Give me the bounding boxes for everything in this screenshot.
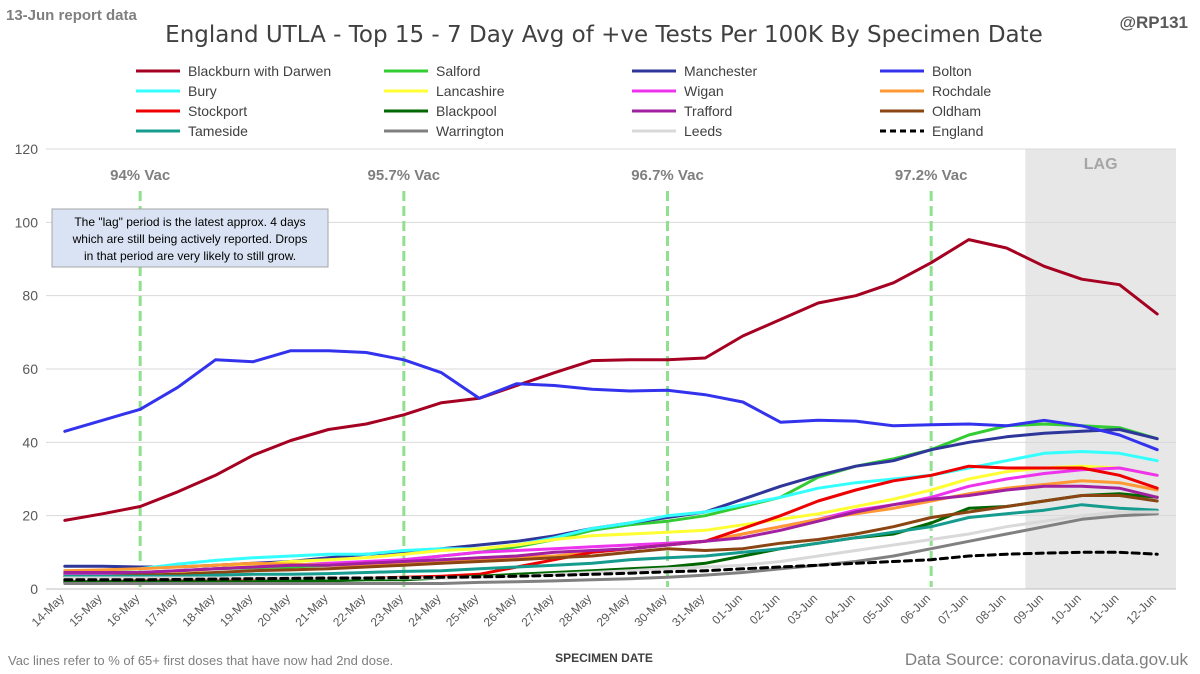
lag-note-line-2: which are still being actively reported.… xyxy=(72,232,308,246)
lag-note-line-1: The "lag" period is the latest approx. 4… xyxy=(74,215,305,229)
y-tick-label: 60 xyxy=(22,361,38,377)
vac-line-label: 95.7% Vac xyxy=(368,167,441,184)
legend-label: Bolton xyxy=(932,63,972,79)
legend-label: Rochdale xyxy=(932,83,991,99)
legend-label: Stockport xyxy=(188,103,247,119)
legend-label: Blackpool xyxy=(436,103,497,119)
vac-line-label: 97.2% Vac xyxy=(895,167,968,184)
series-line xyxy=(63,494,1159,578)
chart-legend: Blackburn with Darwen Salford Manchester Bo… xyxy=(136,63,991,139)
legend-label: Wigan xyxy=(684,83,724,99)
y-axis-ticks: 0 20 40 60 80 100 120 xyxy=(15,141,39,597)
chart-title: England UTLA - Top 15 - 7 Day Avg of +ve… xyxy=(165,22,1043,48)
legend-label: Leeds xyxy=(684,123,722,139)
legend-label: Lancashire xyxy=(436,83,505,99)
legend-label: Manchester xyxy=(684,63,757,79)
legend-label: Blackburn with Darwen xyxy=(188,63,331,79)
vac-footnote: Vac lines refer to % of 65+ first doses … xyxy=(8,653,393,668)
series-line xyxy=(63,492,1159,584)
series-line xyxy=(63,550,1159,582)
legend-label: Tameside xyxy=(188,123,248,139)
y-tick-label: 100 xyxy=(15,214,39,230)
legend-label: Warrington xyxy=(436,123,504,139)
legend-label: Bury xyxy=(188,83,217,99)
series-line xyxy=(63,503,1159,578)
legend-label: Trafford xyxy=(684,103,732,119)
legend-label: Salford xyxy=(436,63,480,79)
vac-line-label: 96.7% Vac xyxy=(631,167,704,184)
y-tick-label: 120 xyxy=(15,141,39,157)
series-line xyxy=(63,349,1159,452)
y-tick-label: 80 xyxy=(22,288,38,304)
report-date-label: 13-Jun report data xyxy=(6,7,138,24)
data-source: Data Source: coronavirus.data.gov.uk xyxy=(905,650,1189,669)
lag-note-background xyxy=(51,208,329,268)
x-axis-title: SPECIMEN DATE xyxy=(555,651,653,665)
lag-note-box: The "lag" period is the latest approx. 4… xyxy=(51,208,329,268)
series-line xyxy=(63,484,1159,574)
series-line xyxy=(63,512,1159,585)
gridlines xyxy=(46,148,1176,590)
series-lines xyxy=(63,238,1159,585)
y-tick-label: 20 xyxy=(22,508,38,524)
author-handle: @RP131 xyxy=(1119,13,1188,32)
lag-label: LAG xyxy=(1084,156,1118,173)
legend-label: England xyxy=(932,123,983,139)
legend-label: Oldham xyxy=(932,103,981,119)
series-line xyxy=(63,238,1159,522)
lag-note-line-3: in that period are very likely to still … xyxy=(84,249,296,263)
y-tick-label: 0 xyxy=(30,581,38,597)
vac-line-label: 94% Vac xyxy=(110,167,170,184)
y-tick-label: 40 xyxy=(22,434,38,450)
